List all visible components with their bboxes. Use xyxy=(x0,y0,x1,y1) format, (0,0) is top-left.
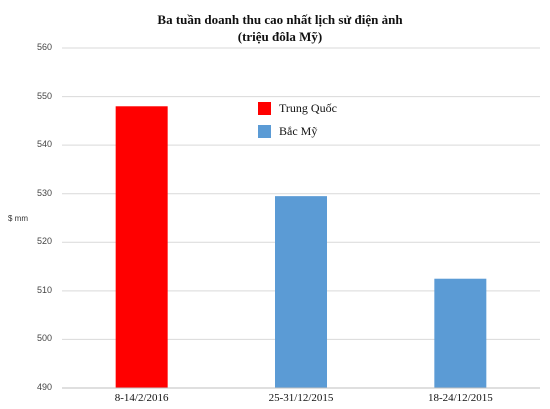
y-tick-label: 530 xyxy=(36,187,52,198)
bar xyxy=(275,196,327,388)
chart-title: Ba tuần doanh thu cao nhất lịch sử điện … xyxy=(157,12,403,27)
y-tick-label: 560 xyxy=(36,42,52,52)
x-tick-label: 25-31/12/2015 xyxy=(268,392,334,404)
x-tick-label: 8-14/2/2016 xyxy=(114,392,169,404)
y-tick-label: 550 xyxy=(36,90,52,101)
legend-item-bac-my: Bắc Mỹ xyxy=(258,124,317,139)
legend-label: Trung Quốc xyxy=(279,101,337,115)
chart-subtitle: (triệu đôla Mỹ) xyxy=(237,29,323,44)
y-tick-label: 540 xyxy=(36,139,52,150)
y-tick-label: 490 xyxy=(36,382,52,392)
legend-item-trung-quoc: Trung Quốc xyxy=(258,101,337,116)
y-tick-label: 500 xyxy=(36,333,52,344)
y-axis-label: $ mm xyxy=(8,214,28,223)
legend-swatch xyxy=(258,102,271,115)
bar xyxy=(115,106,168,389)
legend-swatch xyxy=(258,125,271,138)
bars xyxy=(115,106,487,389)
y-tick-label: 510 xyxy=(36,284,52,295)
bar xyxy=(434,278,487,388)
y-tick-label: 520 xyxy=(36,236,52,247)
x-tick-label: 18-24/12/2015 xyxy=(427,392,493,404)
legend-label: Bắc Mỹ xyxy=(279,124,318,138)
